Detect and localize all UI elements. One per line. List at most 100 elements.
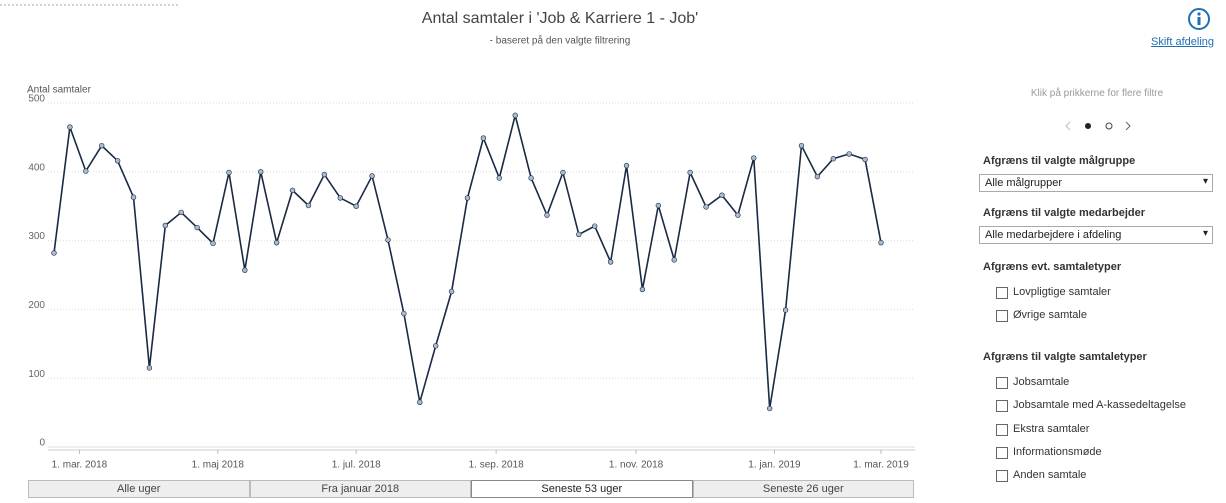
data-point (512, 112, 518, 119)
data-point (448, 288, 455, 295)
data-point (798, 142, 805, 149)
y-tick-label: 200 (28, 300, 45, 311)
checkbox[interactable] (996, 310, 1008, 323)
data-point (671, 257, 677, 263)
chart: Antal samtaler i 'Job & Karriere 1 - Job… (0, 4, 915, 471)
y-tick-label: 100 (28, 369, 45, 380)
data-point (766, 405, 773, 412)
data-point (639, 286, 646, 293)
data-point (321, 171, 328, 178)
data-point (862, 156, 868, 163)
dropdown[interactable]: Alle medarbejdere i afdeling (979, 226, 1213, 244)
checkbox-label: Ekstra samtaler (1013, 422, 1090, 435)
y-tick-label: 500 (28, 94, 45, 105)
data-point (305, 202, 312, 209)
x-tick-label: 1. maj 2018 (192, 460, 245, 471)
data-point (830, 156, 836, 162)
checkbox-label: Lovpligtige samtaler (1013, 286, 1111, 298)
data-point (751, 155, 757, 161)
group-heading: Afgræns til valgte samtaletyper (983, 351, 1147, 363)
data-point (417, 399, 423, 405)
checkbox[interactable] (996, 470, 1008, 483)
hint: Klik på prikkerne for flere filtre (1030, 88, 1164, 99)
checkbox-label: Anden samtale (1013, 469, 1087, 482)
data-point (878, 239, 884, 246)
x-tick-label: 1. jul. 2018 (332, 460, 381, 471)
data-point (289, 187, 296, 194)
link[interactable]: Skift afdeling (1151, 36, 1214, 48)
pager[interactable] (1060, 118, 1136, 134)
data-point (560, 169, 566, 176)
data-point (67, 124, 73, 130)
chart-title: Antal samtaler i 'Job & Karriere 1 - Job… (422, 10, 698, 27)
x-tick-label: 1. jan. 2019 (748, 460, 801, 471)
chart-subtitle: - baseret på den valgte filtrering (490, 35, 631, 47)
data-point (623, 162, 630, 169)
data-point (353, 203, 359, 209)
x-tick-label: 1. sep. 2018 (469, 460, 524, 471)
data-point (385, 237, 391, 243)
data-point (528, 175, 534, 181)
data-point (178, 209, 184, 216)
data-point (846, 151, 852, 157)
checkbox[interactable] (996, 446, 1008, 459)
data-point (130, 194, 137, 200)
filter-heading: Afgræns til valgte målgruppe (983, 155, 1136, 167)
data-point (146, 365, 153, 371)
data-point (496, 175, 503, 181)
data-point (782, 307, 789, 313)
data-line (53, 115, 882, 409)
data-point (162, 222, 169, 229)
y-tick-label: 300 (28, 231, 45, 242)
data-point (607, 259, 614, 265)
data-point (99, 142, 105, 149)
data-point (480, 135, 487, 141)
dropdown[interactable]: Alle målgrupper (979, 174, 1213, 192)
y-axis-label: Antal samtaler (27, 85, 92, 96)
data-point (592, 223, 598, 229)
data-point (337, 195, 343, 201)
data-point (576, 231, 582, 238)
checkbox-label: Informationsmøde (1013, 445, 1102, 458)
checkbox[interactable] (996, 287, 1008, 299)
data-point (226, 169, 232, 176)
checkbox[interactable] (996, 400, 1008, 413)
data-point (814, 173, 821, 180)
data-point (735, 212, 741, 218)
data-point (464, 195, 471, 201)
filter-heading: Afgræns til valgte medarbejder (983, 207, 1145, 219)
data-point (114, 158, 121, 164)
checkbox-label: Jobsamtale (1013, 376, 1070, 388)
data-point (655, 202, 662, 209)
x-tick-label: 1. mar. 2019 (853, 460, 909, 471)
data-point (273, 239, 280, 246)
data-point (242, 267, 248, 273)
tab-button[interactable]: Alle uger (28, 480, 250, 498)
data-point (544, 212, 550, 218)
data-point (369, 173, 375, 179)
data-point (432, 343, 439, 349)
data-point (194, 224, 200, 231)
data-point (719, 192, 725, 198)
x-tick-label: 1. mar. 2018 (52, 460, 108, 471)
data-point (83, 168, 89, 174)
checkbox-label: Øvrige samtale (1013, 309, 1087, 322)
data-point (703, 204, 709, 210)
checkbox[interactable] (996, 377, 1008, 389)
x-tick-label: 1. nov. 2018 (609, 460, 664, 471)
y-tick-label: 0 (39, 438, 45, 449)
group-heading: Afgræns evt. samtaletyper (983, 261, 1122, 273)
y-tick-label: 400 (28, 162, 45, 173)
data-point (51, 250, 57, 256)
tab-button[interactable]: Seneste 26 uger (692, 480, 914, 498)
data-point (258, 169, 264, 175)
tab-button[interactable]: Fra januar 2018 (249, 480, 471, 498)
data-point (687, 169, 693, 176)
tab-button[interactable]: Seneste 53 uger (471, 480, 693, 498)
info-icon[interactable] (1186, 6, 1212, 32)
data-point (210, 240, 216, 247)
checkbox[interactable] (996, 423, 1008, 436)
data-point (401, 310, 407, 317)
checkbox-label: Jobsamtale med A-kassedeltagelse (1013, 399, 1187, 412)
